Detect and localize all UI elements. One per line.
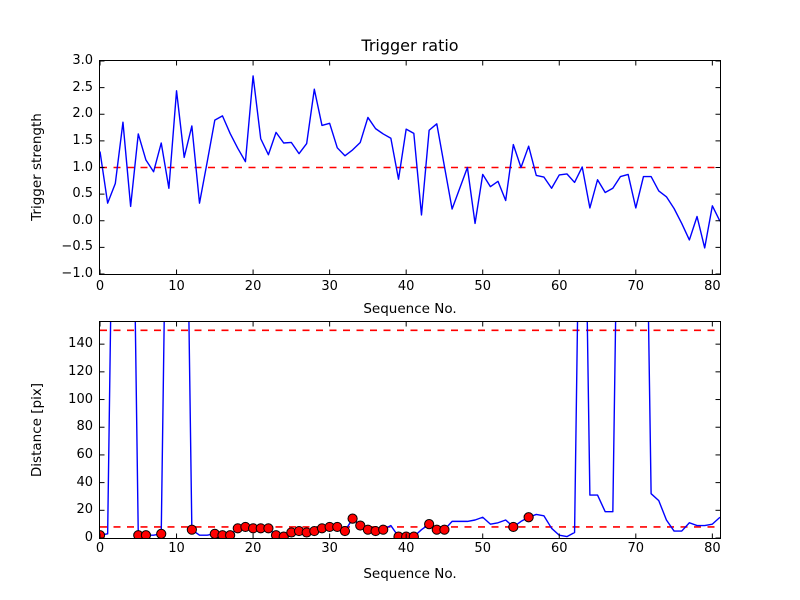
tick-label: 60	[550, 279, 568, 294]
top-plot-area	[99, 60, 721, 275]
tick-label: 0	[95, 279, 105, 294]
tick-label: 100	[68, 391, 93, 407]
tick-label: 60	[550, 541, 568, 556]
top-plot-canvas	[100, 61, 720, 274]
tick-label: 0	[95, 541, 105, 556]
tick-label: 10	[168, 279, 185, 294]
tick-label: 0	[84, 530, 93, 545]
top-plot-xlabel: Sequence No.	[363, 301, 457, 317]
tick-label: 3.0	[72, 53, 93, 68]
tick-label: 2.5	[72, 79, 93, 95]
bottom-plot-xlabel: Sequence No.	[363, 566, 457, 582]
tick-label: 60	[76, 446, 93, 462]
tick-label: 0.5	[72, 186, 93, 202]
tick-label: 2.0	[72, 106, 93, 122]
tick-label: 20	[244, 541, 262, 556]
tick-label: 30	[321, 541, 338, 556]
tick-label: 50	[474, 279, 491, 294]
tick-label: 70	[627, 541, 645, 556]
tick-label: 20	[76, 502, 93, 518]
tick-label: 30	[321, 279, 338, 294]
tick-label: 80	[76, 419, 93, 435]
tick-label: 70	[627, 279, 645, 294]
tick-label: 10	[168, 541, 185, 556]
bottom-plot-canvas	[100, 322, 720, 538]
tick-label: 50	[474, 541, 491, 556]
tick-label: 40	[76, 474, 93, 490]
top-plot-title: Trigger ratio	[361, 36, 459, 55]
tick-label: 80	[704, 279, 721, 294]
tick-label: 40	[397, 541, 415, 556]
tick-label: 20	[244, 279, 262, 294]
tick-label: 80	[704, 541, 721, 556]
tick-label: 0.0	[72, 212, 93, 228]
tick-label: 40	[397, 279, 415, 294]
bottom-plot-area	[99, 321, 721, 539]
tick-label: 1.5	[72, 132, 93, 148]
tick-label: 120	[68, 363, 93, 379]
tick-label: −1.0	[61, 266, 93, 281]
tick-label: −0.5	[61, 239, 93, 255]
tick-label: 140	[68, 336, 93, 352]
tick-label: 1.0	[72, 159, 93, 175]
